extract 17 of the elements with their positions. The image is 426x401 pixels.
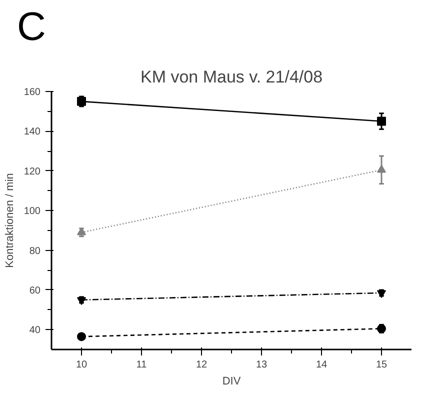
y-tick-label: 80 bbox=[29, 246, 41, 257]
y-tick-label: 140 bbox=[24, 126, 41, 138]
y-tick-label: 120 bbox=[24, 166, 41, 178]
y-tick-label: 160 bbox=[24, 87, 41, 98]
y-axis-title: Kontraktionen / min bbox=[4, 173, 16, 268]
y-tick-label: 40 bbox=[29, 325, 41, 336]
x-tick-label: 13 bbox=[256, 360, 268, 370]
x-axis-title: DIV bbox=[222, 376, 242, 388]
y-tick-label: 100 bbox=[24, 206, 41, 218]
x-tick-label: 14 bbox=[316, 360, 328, 370]
chart-title: KM von Maus v. 21/4/08 bbox=[140, 68, 323, 86]
y-tick-label: 60 bbox=[29, 285, 41, 296]
x-tick-label: 11 bbox=[136, 360, 148, 370]
x-tick-label: 15 bbox=[376, 360, 388, 370]
x-tick-label: 10 bbox=[76, 360, 88, 370]
x-tick-label: 12 bbox=[196, 360, 208, 370]
text: C bbox=[17, 5, 46, 49]
